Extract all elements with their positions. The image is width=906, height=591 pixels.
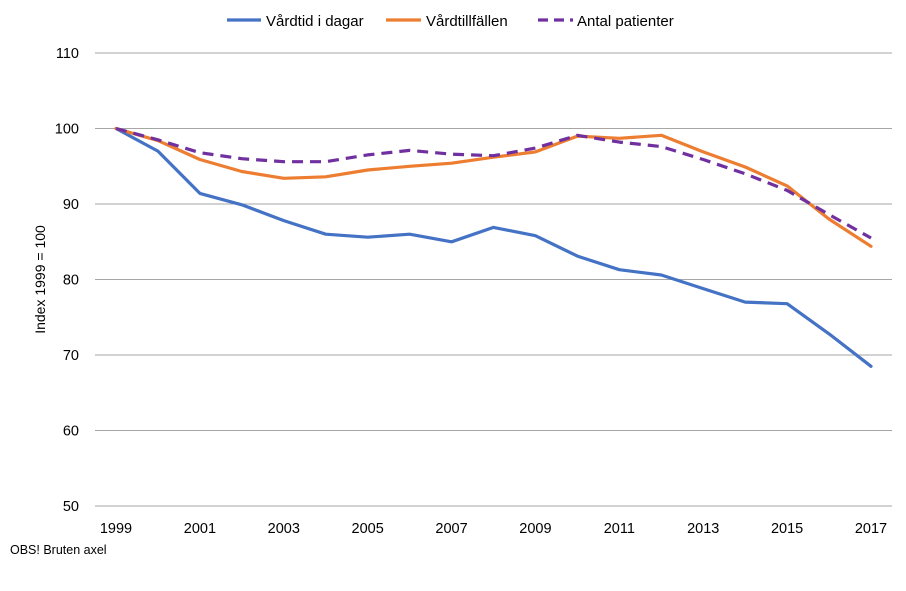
- y-axis-title: Index 1999 = 100: [32, 225, 48, 334]
- x-tick-label-2013: 2013: [687, 521, 719, 537]
- legend-label-3: Antal patienter: [577, 13, 674, 30]
- legend-label-2: Vårdtillfällen: [426, 13, 508, 30]
- y-tick-label-60: 60: [63, 424, 79, 440]
- x-tick-label-2017: 2017: [855, 521, 887, 537]
- x-tick-label-2011: 2011: [604, 521, 635, 537]
- x-tick-label-2003: 2003: [268, 521, 300, 537]
- x-tick-label-2007: 2007: [435, 521, 467, 537]
- y-tick-label-110: 110: [56, 46, 79, 62]
- y-tick-label-100: 100: [55, 122, 79, 138]
- x-tick-label-1999: 1999: [100, 521, 132, 537]
- y-tick-label-90: 90: [63, 197, 79, 213]
- legend-label-1: Vårdtid i dagar: [266, 13, 364, 30]
- series-line-1: [114, 126, 873, 368]
- x-tick-label-2001: 2001: [184, 521, 216, 537]
- y-tick-label-70: 70: [63, 348, 79, 364]
- series-line-3: [115, 126, 872, 240]
- y-tick-label-80: 80: [63, 273, 79, 289]
- x-tick-label-2009: 2009: [519, 521, 551, 537]
- y-tick-label-50: 50: [63, 499, 79, 515]
- chart-footnote: OBS! Bruten axel: [10, 543, 107, 557]
- x-tick-label-2015: 2015: [771, 521, 803, 537]
- x-tick-label-2005: 2005: [352, 521, 384, 537]
